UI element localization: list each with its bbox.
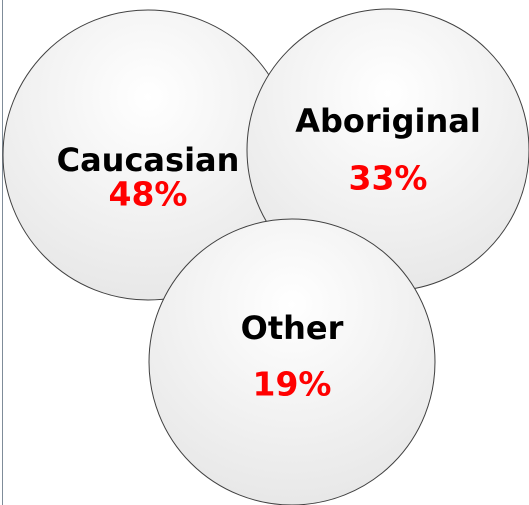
node-value: 19%: [253, 365, 332, 404]
node-label: Aboriginal: [295, 102, 481, 140]
node-label: Caucasian: [57, 141, 240, 179]
node-circle: [148, 218, 436, 505]
node-value: 48%: [109, 175, 188, 214]
node-label: Other: [241, 309, 344, 347]
node-value: 33%: [349, 159, 428, 198]
